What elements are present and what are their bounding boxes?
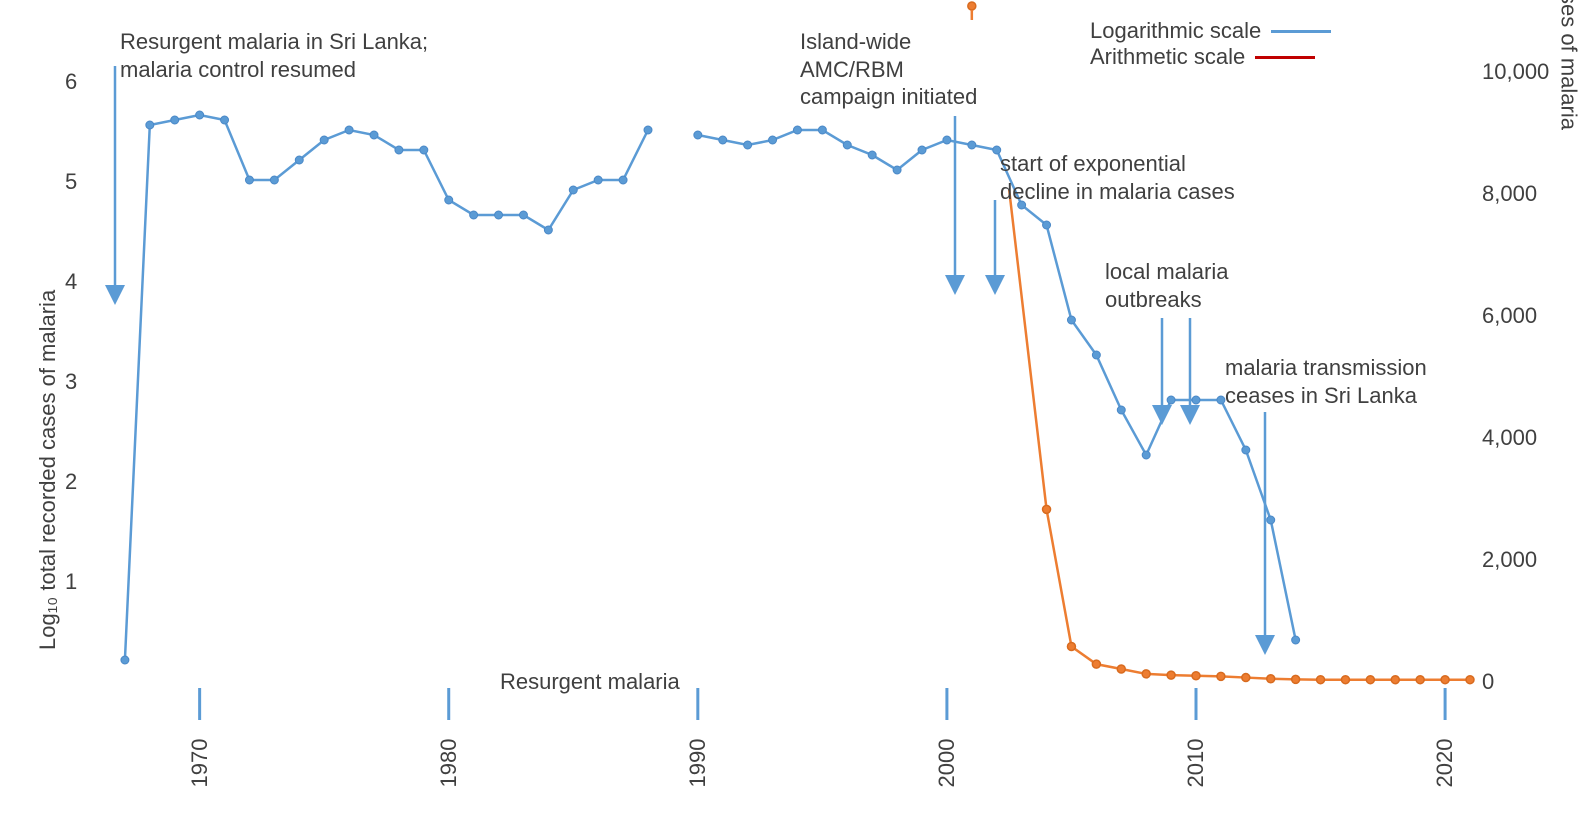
chart-container: Logarithmic scaleArithmetic scale Log₁₀ … bbox=[0, 0, 1594, 824]
chart-svg bbox=[0, 0, 1594, 824]
y-right-tick-label: 0 bbox=[1482, 669, 1494, 695]
x-tick-label: 2010 bbox=[1183, 738, 1209, 788]
y-left-tick-label: 2 bbox=[65, 469, 77, 495]
x-tick-label: 1970 bbox=[187, 738, 213, 788]
x-tick-label: 2000 bbox=[934, 738, 960, 788]
legend-item: Arithmetic scale bbox=[1090, 44, 1331, 70]
y-right-tick-label: 8,000 bbox=[1482, 181, 1537, 207]
legend-item: Logarithmic scale bbox=[1090, 18, 1331, 44]
legend-swatch bbox=[1271, 30, 1331, 33]
y-left-tick-label: 4 bbox=[65, 269, 77, 295]
y-left-tick-label: 1 bbox=[65, 569, 77, 595]
annotation-a1: Resurgent malaria in Sri Lanka; malaria … bbox=[120, 28, 428, 83]
x-tick-label: 1980 bbox=[436, 738, 462, 788]
annotation-a3: start of exponential decline in malaria … bbox=[1000, 150, 1235, 205]
legend-label: Arithmetic scale bbox=[1090, 44, 1245, 70]
y-right-tick-label: 6,000 bbox=[1482, 303, 1537, 329]
y-left-tick-label: 5 bbox=[65, 169, 77, 195]
resurgent-malaria-label: Resurgent malaria bbox=[500, 668, 680, 696]
annotation-a5: malaria transmission ceases in Sri Lanka bbox=[1225, 354, 1427, 409]
y-right-tick-label: 4,000 bbox=[1482, 425, 1537, 451]
y-right-tick-label: 2,000 bbox=[1482, 547, 1537, 573]
legend: Logarithmic scaleArithmetic scale bbox=[1090, 18, 1331, 70]
y-left-tick-label: 3 bbox=[65, 369, 77, 395]
x-tick-label: 1990 bbox=[685, 738, 711, 788]
annotation-a2: Island-wide AMC/RBM campaign initiated bbox=[800, 28, 977, 111]
x-tick-label: 2020 bbox=[1432, 738, 1458, 788]
annotation-a4: local malaria outbreaks bbox=[1105, 258, 1229, 313]
y-axis-left-label: Log₁₀ total recorded cases of malaria bbox=[35, 290, 61, 650]
legend-label: Logarithmic scale bbox=[1090, 18, 1261, 44]
y-right-tick-label: 10,000 bbox=[1482, 59, 1549, 85]
legend-swatch bbox=[1255, 56, 1315, 59]
y-left-tick-label: 6 bbox=[65, 69, 77, 95]
y-axis-right-label: Arithmetic total recorded cases of malar… bbox=[1556, 0, 1582, 130]
